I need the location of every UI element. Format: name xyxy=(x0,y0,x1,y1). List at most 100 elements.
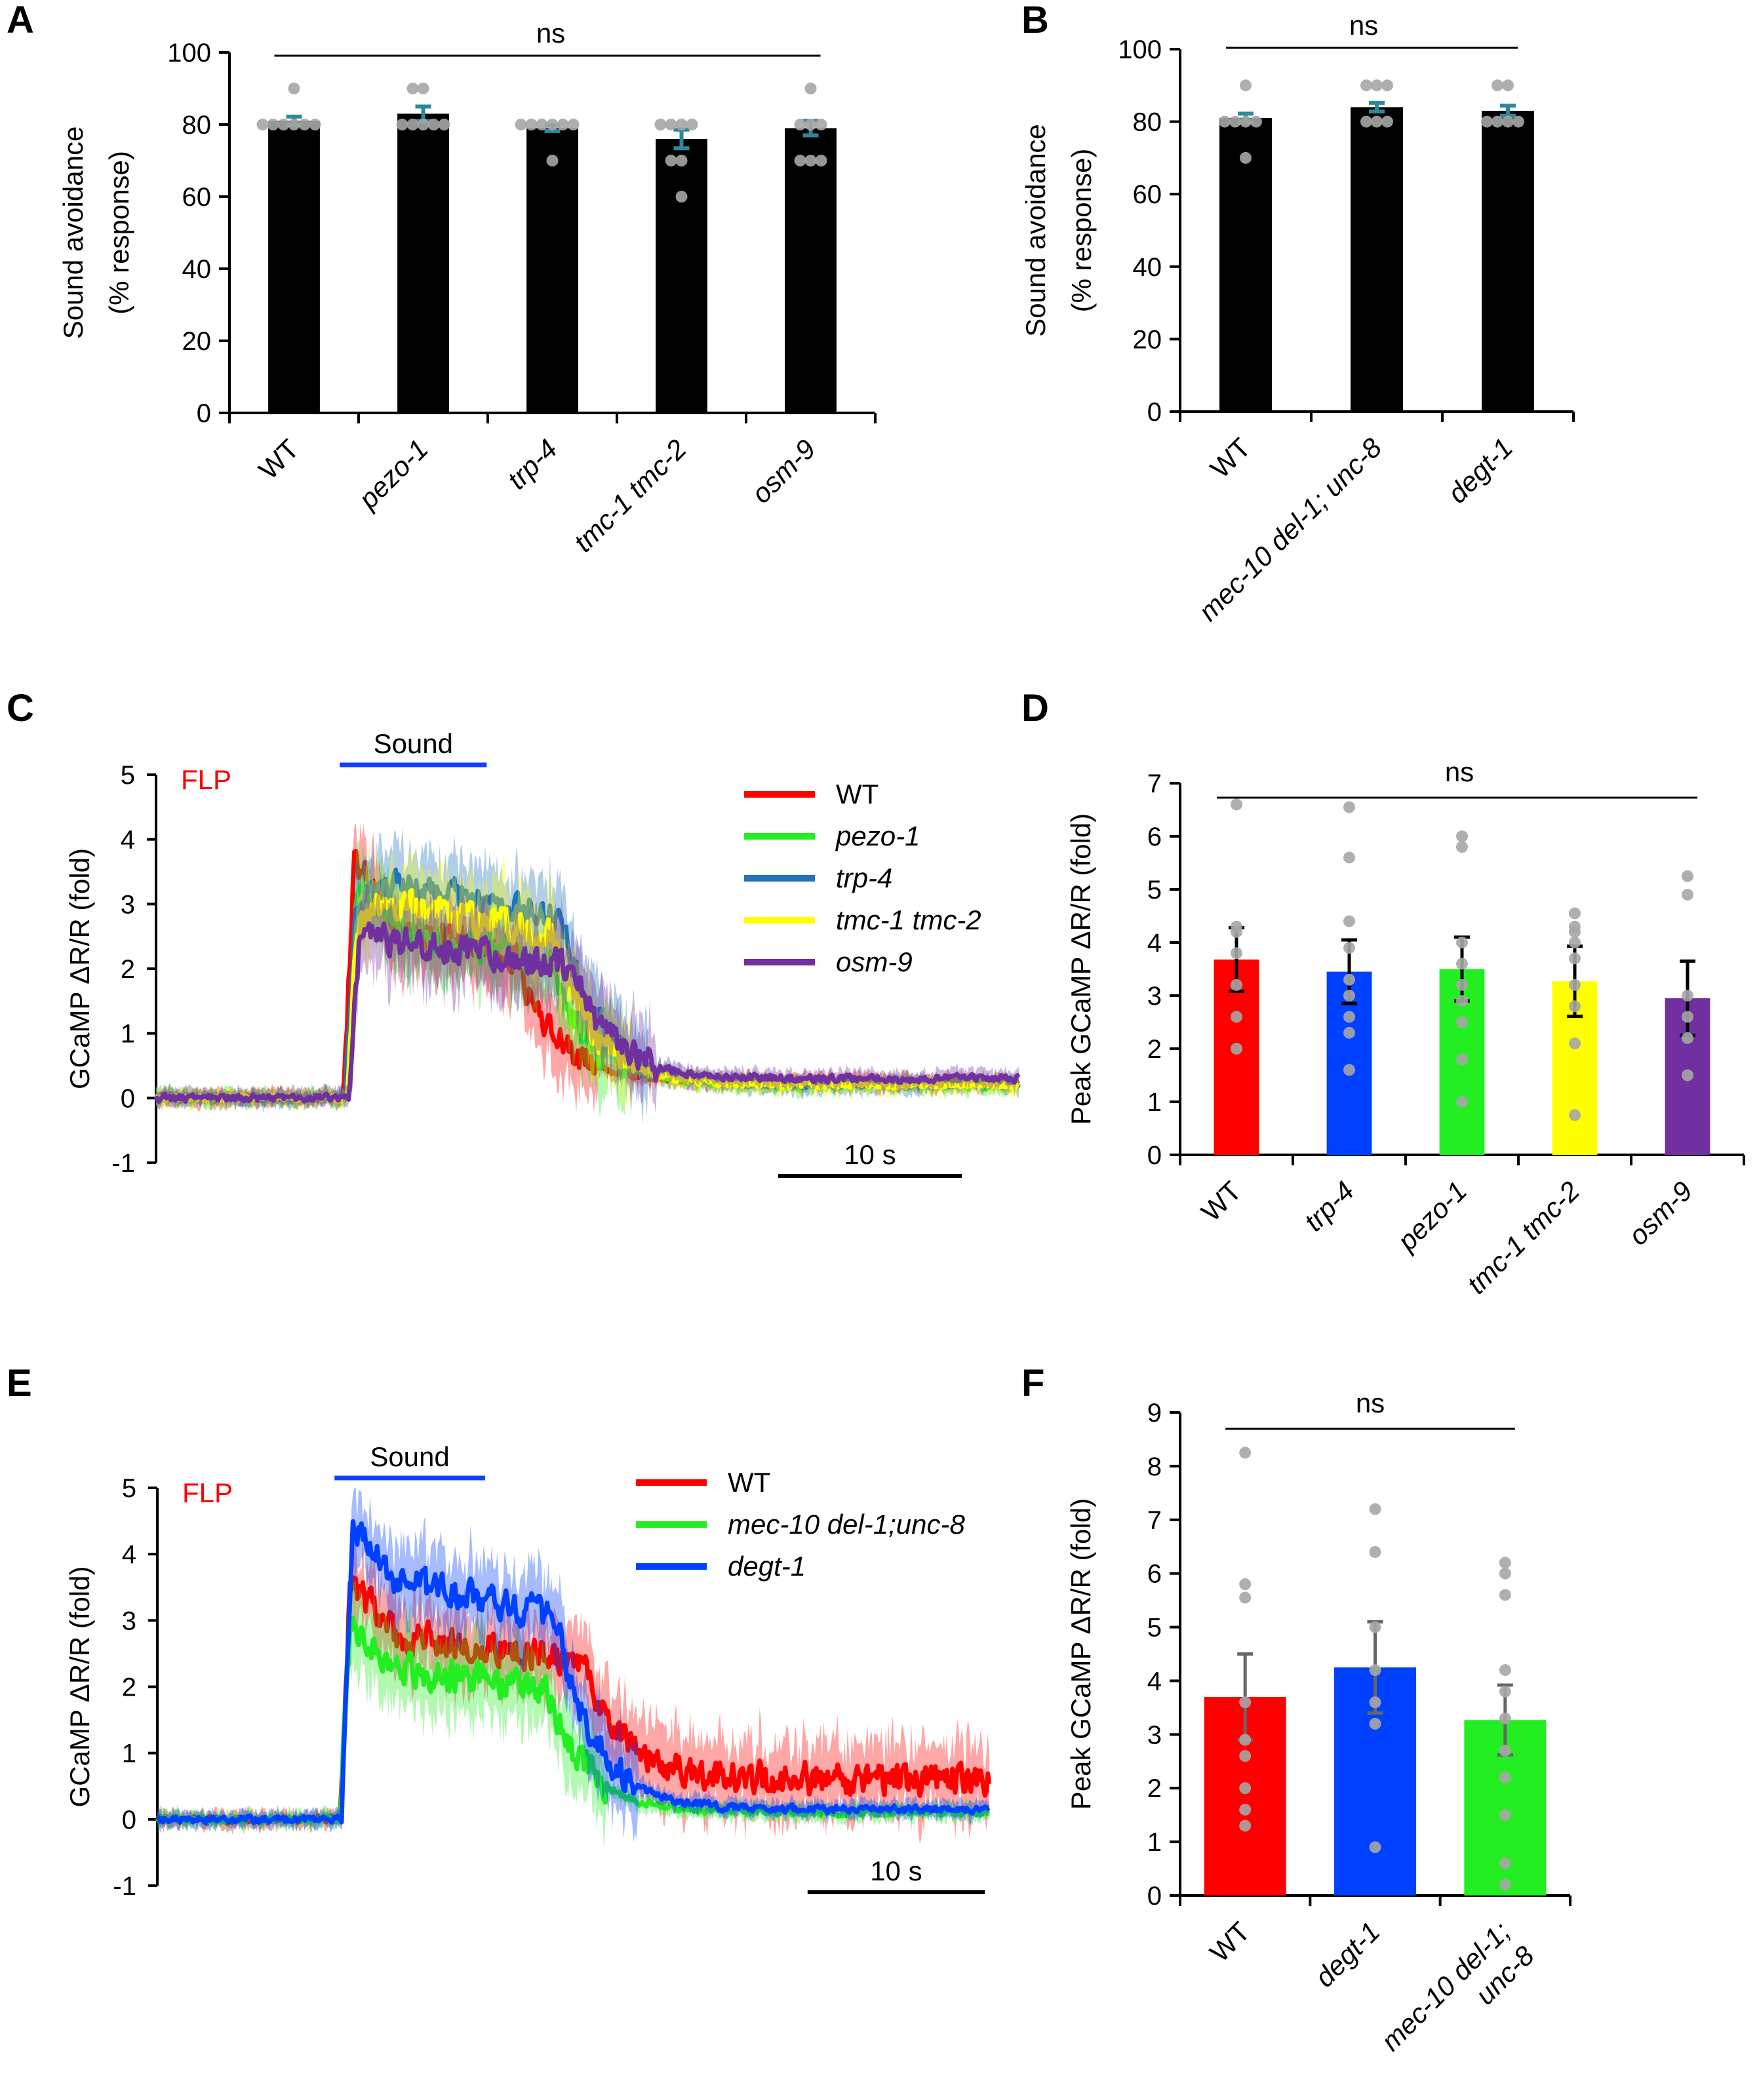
x-tick-label-line: tmc-1 tmc-2 xyxy=(1461,1175,1585,1300)
data-point xyxy=(309,119,321,130)
x-tick-label-line: WT xyxy=(1195,1175,1247,1227)
data-point xyxy=(686,119,698,130)
data-point xyxy=(665,119,677,130)
x-tick-label: mec-10 del-1;unc-8 xyxy=(1375,1916,1540,2081)
y-tick-label: 20 xyxy=(182,327,212,356)
data-point xyxy=(536,119,548,130)
y-tick-label: 2 xyxy=(121,955,135,984)
data-point xyxy=(267,119,279,130)
data-point xyxy=(1250,115,1262,128)
data-point xyxy=(1499,1712,1511,1724)
data-point xyxy=(406,119,419,130)
data-point xyxy=(1343,1026,1355,1039)
panel-label: E xyxy=(7,1362,32,1405)
data-point xyxy=(1569,1037,1581,1049)
panel-label: A xyxy=(7,0,34,41)
y-tick-label: 6 xyxy=(1147,1560,1162,1589)
y-tick-label: 100 xyxy=(1118,35,1162,64)
y-tick-label: 0 xyxy=(121,1084,135,1113)
stimulus-label: Sound xyxy=(374,728,453,759)
data-point xyxy=(256,119,269,130)
data-point xyxy=(1481,115,1493,128)
data-point xyxy=(396,119,408,130)
x-tick-label: WT xyxy=(1204,432,1256,484)
data-point xyxy=(1502,79,1514,92)
data-point xyxy=(1682,1011,1693,1023)
data-point xyxy=(1229,115,1241,128)
data-point xyxy=(1371,79,1383,92)
data-point xyxy=(1499,1878,1511,1891)
trace-sem-degt-1 xyxy=(157,1488,989,1842)
legend-label: degt-1 xyxy=(728,1551,806,1582)
data-point xyxy=(1369,1717,1381,1730)
y-tick-label: 7 xyxy=(1147,769,1162,798)
y-tick-label: 4 xyxy=(122,1540,136,1569)
data-point xyxy=(1343,990,1355,1001)
data-point xyxy=(1456,958,1468,970)
data-point xyxy=(1682,889,1693,901)
data-point xyxy=(417,119,429,130)
y-tick-label: 1 xyxy=(1147,1088,1162,1117)
data-point xyxy=(804,119,817,130)
bar-degt-1 xyxy=(1482,111,1534,412)
panel-a: A 0 20 40 60 80 100 Sound avoidance (% response)… xyxy=(7,0,877,558)
data-point xyxy=(1682,1069,1693,1081)
legend-label: WT xyxy=(728,1467,770,1498)
data-point xyxy=(1231,979,1242,991)
panel-label: B xyxy=(1021,0,1049,41)
y-tick-label: 9 xyxy=(1147,1399,1162,1428)
scale-bar-label: 10 s xyxy=(844,1139,896,1170)
y-axis-title: GCaMP ΔR/R (fold) xyxy=(64,848,95,1089)
legend-label: pezo-1 xyxy=(835,821,920,851)
significance-label: ns xyxy=(1445,756,1474,787)
data-point xyxy=(1239,1803,1252,1816)
panel-d: D 0 1 2 3 4 5 6 7 Peak GCaMP ΔR/R (fold) ns WT trp-4… xyxy=(1021,687,1745,1300)
data-point xyxy=(438,119,450,130)
y-axis-title: GCaMP ΔR/R (fold) xyxy=(64,1566,95,1807)
data-point xyxy=(1682,1032,1693,1044)
data-point xyxy=(1369,1696,1381,1709)
data-point xyxy=(1369,1503,1381,1515)
x-tick-label-line: WT xyxy=(252,433,304,485)
y-tick-label: 0 xyxy=(1147,1141,1162,1170)
data-point xyxy=(1499,1809,1511,1821)
x-tick-label: tmc-1 tmc-2 xyxy=(568,433,692,558)
data-point xyxy=(675,119,688,130)
data-point xyxy=(1499,1589,1511,1601)
bar-mec-10-del-1-unc-8 xyxy=(1351,107,1403,412)
y-tick-label: 3 xyxy=(121,890,135,919)
data-point xyxy=(1499,1557,1511,1569)
y-tick-label: 2 xyxy=(122,1673,136,1702)
x-tick-label-line: osm-9 xyxy=(1623,1175,1699,1251)
data-point xyxy=(675,155,688,166)
data-point xyxy=(794,155,806,166)
data-point xyxy=(1239,1734,1252,1746)
y-tick-label: 60 xyxy=(1133,180,1162,209)
data-point xyxy=(1369,1664,1381,1677)
panel-b: B 0 20 40 60 80 100 Sound avoidance (% response)… xyxy=(1020,0,1575,627)
data-point xyxy=(1239,1447,1252,1459)
data-point xyxy=(1343,1064,1355,1076)
bar-trp-4 xyxy=(526,128,578,413)
data-point xyxy=(1240,115,1252,128)
data-point xyxy=(1492,115,1503,128)
data-point xyxy=(1456,995,1468,1007)
y-axis-title: Sound avoidance xyxy=(58,126,89,340)
data-point xyxy=(1371,115,1383,128)
y-tick-label: 0 xyxy=(122,1806,136,1835)
panel-label: C xyxy=(7,687,34,729)
panel-c: C -1 0 1 2 3 4 5 GCaMP ΔR/R (fold) FLP Sound WT pezo… xyxy=(7,687,1021,1178)
data-point xyxy=(1239,1696,1252,1709)
data-point xyxy=(1456,830,1468,842)
y-tick-label: -1 xyxy=(111,1149,135,1178)
data-point xyxy=(1492,79,1503,92)
y-tick-label: 4 xyxy=(1147,929,1162,958)
data-point xyxy=(815,155,827,166)
data-point xyxy=(406,83,419,94)
data-point xyxy=(277,119,290,130)
x-tick-label-line: osm-9 xyxy=(745,433,821,509)
y-tick-label: 5 xyxy=(1147,1614,1162,1643)
data-point xyxy=(1456,937,1468,948)
data-point xyxy=(1369,1546,1381,1558)
